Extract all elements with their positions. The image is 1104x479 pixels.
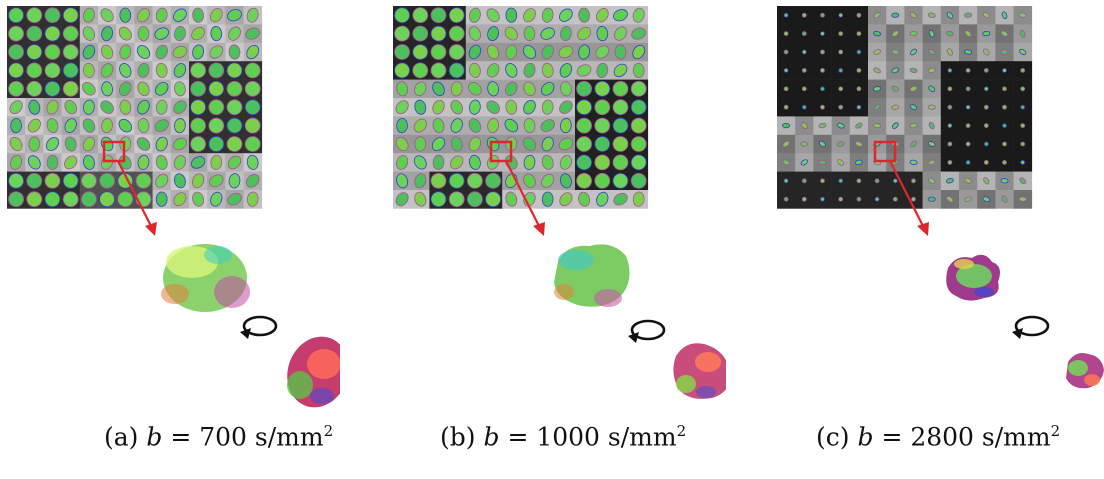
caption-b: (b) b = 1000 s/mm2: [440, 422, 686, 451]
rotation-icon-a: [240, 315, 278, 339]
rotation-icon-b: [628, 319, 666, 343]
caption-equation: = 700 s/mm: [170, 422, 324, 452]
caption-variable: b: [857, 422, 874, 452]
odf-field-grid-c: [777, 6, 1033, 209]
panel-b-figure: [393, 6, 726, 399]
odf-glyph-rotated-a: [287, 336, 340, 408]
zoom-arrow-head-a: [145, 222, 157, 236]
caption-exponent: 2: [676, 422, 687, 440]
zoom-arrow-head-c: [917, 222, 929, 236]
caption-label: (c): [816, 422, 850, 452]
rotation-icon-c: [1012, 315, 1050, 339]
odf-glyph-large-b: [554, 244, 630, 307]
odf-glyph-large-c: [946, 254, 1000, 301]
odf-glyph-rotated-c: [1066, 353, 1104, 389]
odf-field-grid-a: [7, 6, 263, 209]
highlight-box-c: [873, 140, 897, 163]
caption-label: (b): [440, 422, 476, 452]
panel-a: (a) b = 700 s/mm2: [0, 0, 340, 479]
highlight-box-b: [489, 140, 513, 163]
highlight-box-a: [102, 140, 126, 163]
caption-variable: b: [146, 422, 163, 452]
odf-glyph-rotated-b: [673, 343, 726, 399]
caption-label: (a): [104, 422, 139, 452]
caption-a: (a) b = 700 s/mm2: [104, 422, 333, 451]
caption-variable: b: [483, 422, 500, 452]
caption-equation: = 1000 s/mm: [507, 422, 677, 452]
panel-c-figure: [777, 6, 1104, 389]
panel-b: (b) b = 1000 s/mm2: [386, 0, 726, 479]
panel-c: (c) b = 2800 s/mm2: [770, 0, 1104, 479]
zoom-arrow-c: [889, 160, 925, 229]
panel-a-figure: [7, 6, 340, 408]
zoom-arrow-b: [505, 160, 541, 229]
zoom-arrow-head-b: [533, 222, 545, 236]
zoom-arrow-a: [117, 160, 153, 229]
caption-exponent: 2: [1050, 422, 1061, 440]
caption-c: (c) b = 2800 s/mm2: [816, 422, 1060, 451]
caption-exponent: 2: [323, 422, 334, 440]
odf-field-grid-b: [393, 6, 649, 209]
odf-glyph-large-a: [161, 244, 250, 312]
caption-equation: = 2800 s/mm: [881, 422, 1051, 452]
